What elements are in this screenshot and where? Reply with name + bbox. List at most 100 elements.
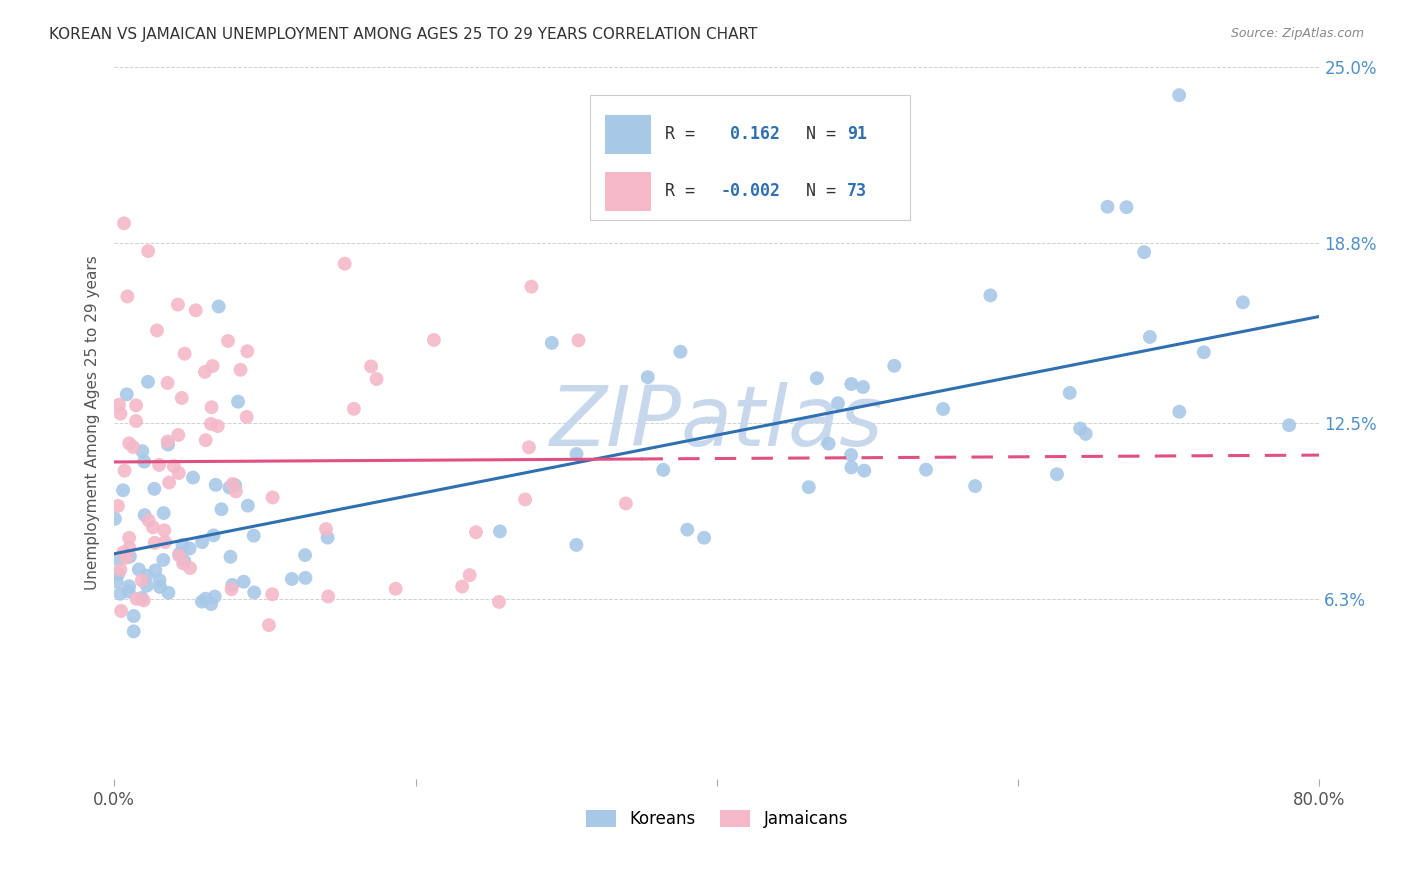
Point [201, 359, 224, 373]
Text: ZIPatlas: ZIPatlas [550, 383, 883, 463]
Point [181, 470, 204, 484]
Point [148, 574, 170, 588]
Point [110, 563, 132, 577]
Point [152, 506, 174, 520]
Point [134, 508, 156, 522]
Point [1192, 345, 1215, 359]
Point [614, 496, 637, 510]
Point [853, 464, 876, 478]
Point [806, 371, 828, 385]
Point [1074, 426, 1097, 441]
Text: Source: ZipAtlas.com: Source: ZipAtlas.com [1230, 27, 1364, 40]
Point [1059, 385, 1081, 400]
Point [131, 574, 153, 588]
Point [202, 528, 225, 542]
Point [104, 512, 127, 526]
Point [236, 344, 259, 359]
Point [652, 463, 675, 477]
Point [883, 359, 905, 373]
Point [134, 454, 156, 468]
Point [125, 591, 148, 606]
Point [567, 334, 589, 348]
Point [209, 502, 232, 516]
Point [315, 522, 337, 536]
Point [540, 335, 562, 350]
Point [167, 466, 190, 480]
Point [200, 417, 222, 431]
Point [225, 484, 247, 499]
Legend: Koreans, Jamaicans: Koreans, Jamaicans [579, 803, 855, 835]
Point [148, 458, 170, 472]
Point [797, 480, 820, 494]
Point [221, 578, 243, 592]
Point [1133, 245, 1156, 260]
Point [117, 289, 139, 303]
Point [423, 333, 446, 347]
Point [208, 300, 231, 314]
Point [517, 440, 540, 454]
Point [114, 464, 136, 478]
Point [204, 478, 226, 492]
Point [131, 444, 153, 458]
Point [157, 475, 180, 490]
Point [115, 550, 138, 565]
Point [153, 524, 176, 538]
Point [1046, 467, 1069, 482]
Point [1232, 295, 1254, 310]
Point [125, 398, 148, 412]
Point [112, 545, 135, 559]
Point [118, 531, 141, 545]
Point [167, 428, 190, 442]
Point [200, 401, 222, 415]
Point [172, 538, 194, 552]
Point [128, 562, 150, 576]
Point [163, 459, 186, 474]
Text: 0.162: 0.162 [720, 125, 780, 144]
Point [118, 541, 141, 555]
Point [115, 387, 138, 401]
Text: KOREAN VS JAMAICAN UNEMPLOYMENT AMONG AGES 25 TO 29 YEARS CORRELATION CHART: KOREAN VS JAMAICAN UNEMPLOYMENT AMONG AG… [49, 27, 758, 42]
Point [107, 552, 129, 566]
Text: N =: N = [786, 182, 845, 201]
Point [170, 391, 193, 405]
Point [1115, 200, 1137, 214]
Point [217, 334, 239, 348]
Point [156, 434, 179, 449]
Point [1069, 421, 1091, 435]
Point [817, 436, 839, 450]
Point [366, 372, 388, 386]
Point [465, 525, 488, 540]
Point [108, 587, 131, 601]
Point [224, 478, 246, 492]
FancyBboxPatch shape [591, 95, 910, 219]
Point [451, 580, 474, 594]
Text: 91: 91 [846, 125, 868, 144]
Point [219, 549, 242, 564]
Point [172, 557, 194, 571]
Point [118, 584, 141, 599]
Point [839, 448, 862, 462]
Point [827, 396, 849, 410]
Point [143, 482, 166, 496]
Point [221, 477, 243, 491]
Point [112, 216, 135, 230]
Point [262, 587, 284, 601]
Point [200, 597, 222, 611]
Point [281, 572, 304, 586]
Point [839, 377, 862, 392]
Point [333, 257, 356, 271]
Point [135, 579, 157, 593]
Text: N =: N = [786, 125, 845, 144]
Point [110, 407, 132, 421]
Point [520, 279, 543, 293]
Point [294, 548, 316, 562]
Point [142, 520, 165, 534]
Point [169, 547, 191, 561]
Bar [605, 115, 651, 153]
Point [167, 549, 190, 563]
Point [105, 574, 128, 589]
Point [316, 590, 339, 604]
Point [138, 513, 160, 527]
Point [965, 479, 987, 493]
Point [173, 347, 195, 361]
